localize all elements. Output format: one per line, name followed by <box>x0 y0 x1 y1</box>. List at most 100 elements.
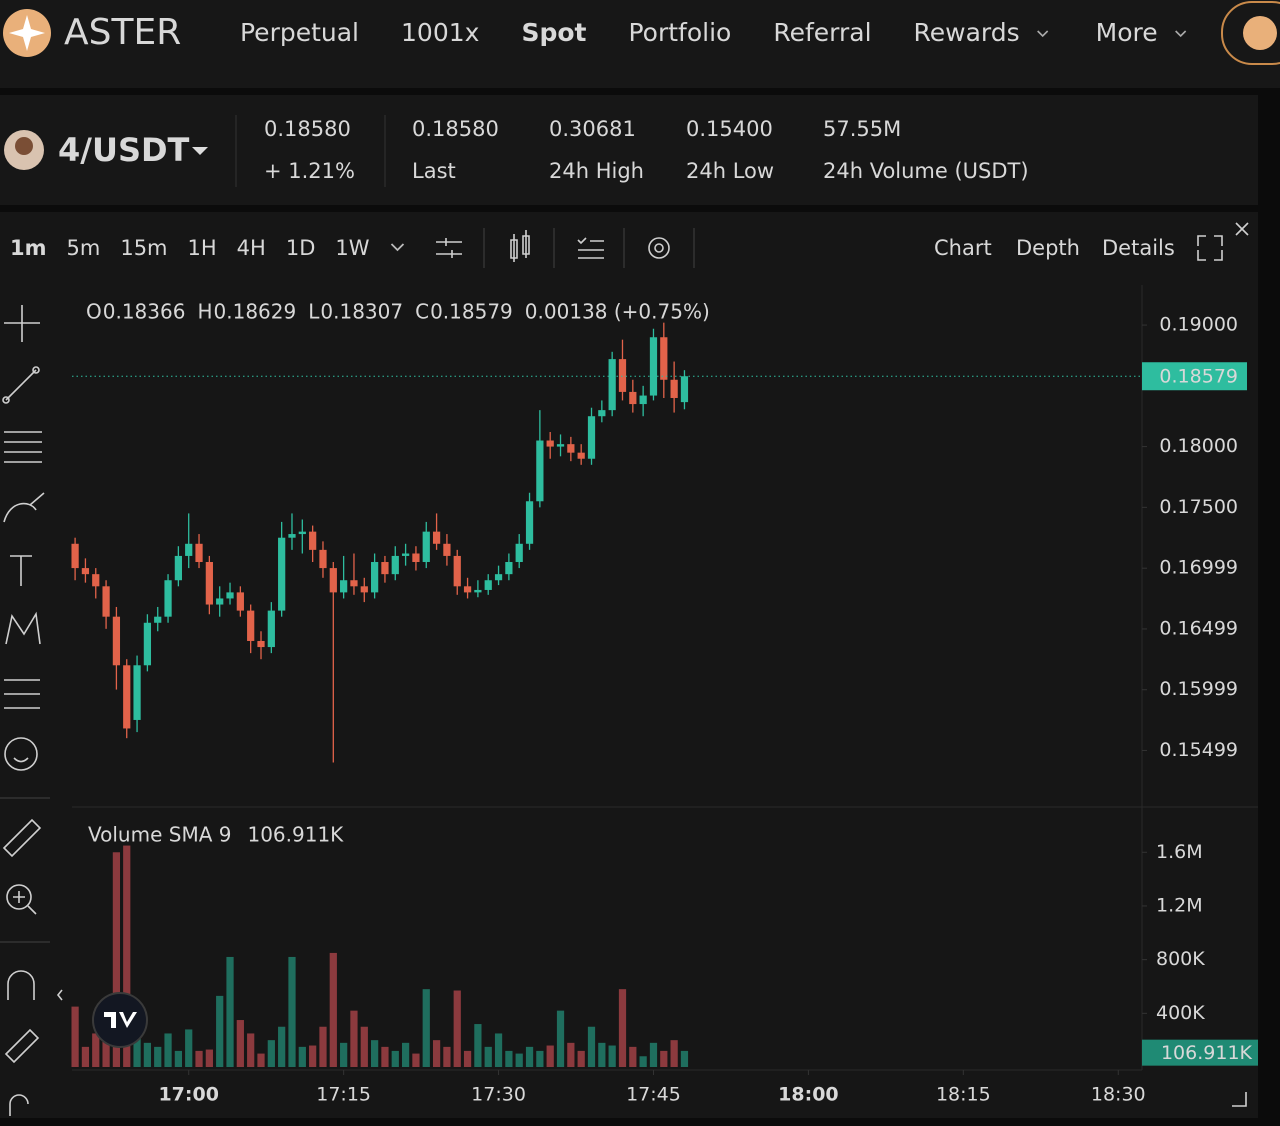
chart-tools <box>436 222 1249 1107</box>
candle-body <box>422 531 430 563</box>
candle-body <box>371 562 379 593</box>
candle-body <box>236 592 244 611</box>
volume-bar <box>71 1006 79 1067</box>
volume-bar <box>515 1053 523 1067</box>
volume-bar <box>226 956 234 1067</box>
stat-value: 0.30681 <box>549 117 636 141</box>
candle-body <box>577 452 585 459</box>
candle-body <box>505 562 513 575</box>
interval[interactable]: 15m <box>120 236 167 260</box>
candle-body <box>649 337 658 396</box>
candle-body <box>515 543 523 563</box>
candle-body <box>174 555 182 581</box>
volume-bar <box>401 1042 410 1067</box>
candle-body <box>401 553 410 556</box>
nav-item[interactable]: Portfolio <box>628 18 731 47</box>
candle-body <box>629 391 637 405</box>
volume-title: Volume SMA 9 <box>88 823 231 847</box>
volume-bar <box>525 1046 534 1067</box>
y-tick-label: 0.16499 <box>1159 617 1238 639</box>
volume-bar <box>443 1046 451 1067</box>
view-tab[interactable]: Chart <box>934 236 992 260</box>
interval[interactable]: 1m <box>10 236 47 260</box>
y-tick-label: 0.16999 <box>1159 557 1238 579</box>
candle-body <box>340 580 348 593</box>
volume-bar <box>123 845 131 1067</box>
candle-body <box>536 440 544 502</box>
candle-body <box>350 580 358 587</box>
volume-sma-tag <box>1142 1039 1258 1066</box>
brand[interactable]: ASTER <box>64 12 181 53</box>
volume-bar <box>412 1053 420 1067</box>
candle-body <box>112 616 121 666</box>
ticker-bar <box>0 95 1258 205</box>
volume-bar <box>649 1042 658 1067</box>
candle-body <box>205 562 213 605</box>
volume-bar <box>432 1040 441 1067</box>
nav-item[interactable]: Rewards <box>914 18 1020 47</box>
volume-bar <box>340 1042 348 1067</box>
candle-body <box>123 665 131 729</box>
volume-tick-label: 800K <box>1156 948 1205 970</box>
y-tick-label: 0.17500 <box>1159 496 1238 518</box>
nav-item[interactable]: Perpetual <box>240 18 359 47</box>
view-tab[interactable]: Depth <box>1016 236 1080 260</box>
candle-body <box>463 586 472 593</box>
pair-dropdown[interactable] <box>192 147 208 155</box>
volume-bar <box>381 1046 389 1067</box>
volume-bar <box>587 1026 596 1067</box>
account-button[interactable] <box>1221 1 1280 65</box>
interval[interactable]: 4H <box>237 236 266 260</box>
view-tab[interactable]: Details <box>1102 236 1175 260</box>
volume-bar <box>670 1040 678 1067</box>
candle-body <box>143 622 152 666</box>
interval[interactable]: 1W <box>335 236 369 260</box>
candle-body <box>660 337 668 380</box>
nav-item[interactable]: 1001x <box>401 18 479 47</box>
volume-bar <box>556 1010 565 1067</box>
pair[interactable]: 4/USDT <box>58 131 190 169</box>
stat-value: 0.15400 <box>686 117 773 141</box>
volume-bar <box>494 1033 503 1067</box>
candle-body <box>267 610 275 648</box>
volume-bar <box>143 1042 152 1067</box>
tradingview-logo[interactable] <box>92 992 148 1048</box>
ohlc-value: 0.18629 <box>214 300 297 324</box>
candle-body <box>618 359 627 392</box>
volume-bar <box>422 989 430 1067</box>
x-tick-label: 17:30 <box>471 1084 526 1106</box>
candle-body <box>453 555 461 587</box>
volume-bar <box>195 1050 203 1067</box>
stat-label: 24h Volume (USDT) <box>823 159 1029 183</box>
tradingview-mark <box>104 1012 137 1028</box>
candle-body <box>443 543 451 556</box>
candle-body <box>298 531 306 535</box>
volume-bar <box>536 1050 544 1067</box>
volume-bar <box>81 1046 90 1067</box>
volume-bar <box>298 1046 306 1067</box>
volume-sma-value: 106.911K <box>247 823 344 847</box>
top-nav <box>0 0 1280 88</box>
volume-bar <box>360 1026 368 1067</box>
volume-bar <box>463 1050 472 1067</box>
volume-bar <box>102 1040 110 1067</box>
interval[interactable]: 5m <box>67 236 101 260</box>
candle-body <box>391 555 399 575</box>
ohlc-key: L <box>308 300 320 324</box>
ohlc-key: C <box>415 300 429 324</box>
candle-body <box>360 586 368 593</box>
volume-tick-label: 1.6M <box>1156 841 1203 863</box>
nav-item[interactable]: Referral <box>773 18 871 47</box>
interval[interactable]: 1D <box>286 236 316 260</box>
nav-item[interactable]: Spot <box>521 18 586 47</box>
interval-more[interactable] <box>390 243 405 252</box>
candle-body <box>556 444 565 447</box>
candle-body <box>288 534 296 538</box>
interval[interactable]: 1H <box>188 236 217 260</box>
nav-item[interactable]: More <box>1096 18 1158 47</box>
volume-tick-label: 1.2M <box>1156 894 1203 916</box>
volume-bar <box>309 1045 317 1067</box>
volume-bar <box>278 1026 286 1067</box>
candle-body <box>494 574 503 581</box>
